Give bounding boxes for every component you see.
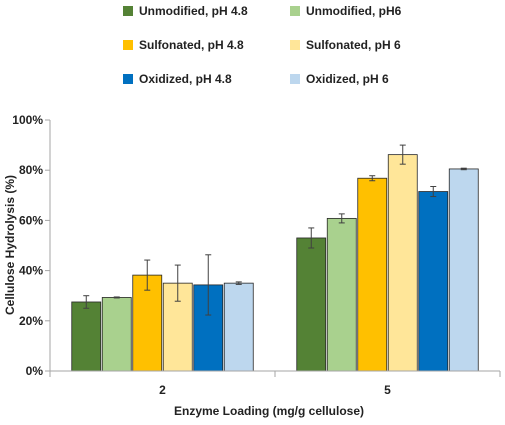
legend-label: Sulfonated, pH 6: [306, 38, 401, 52]
bar: [448, 168, 479, 372]
y-tick-label: 80%: [19, 163, 43, 177]
legend-swatch: [123, 74, 133, 84]
bars: [71, 144, 479, 372]
bar: [223, 282, 254, 372]
bar: [101, 297, 132, 372]
x-tick-label: 2: [159, 383, 166, 397]
bar: [326, 217, 357, 372]
y-tick-label: 0%: [26, 364, 44, 378]
bar: [132, 274, 163, 372]
legend-swatch: [123, 40, 133, 50]
bar: [387, 154, 418, 372]
y-axis-label: Cellulose Hydrolysis (%): [3, 175, 17, 315]
bar: [418, 191, 449, 372]
legend-swatch: [290, 6, 300, 16]
y-tick-label: 20%: [19, 314, 43, 328]
legend: Unmodified, pH 4.8 Unmodified, pH6 Sulfona…: [123, 4, 402, 86]
legend-swatch: [290, 74, 300, 84]
x-tick-label: 5: [384, 383, 391, 397]
y-tick-label: 40%: [19, 264, 43, 278]
legend-label: Oxidized, pH 4.8: [139, 72, 232, 86]
legend-swatch: [290, 40, 300, 50]
y-tick-label: 100%: [12, 113, 43, 127]
legend-label: Unmodified, pH 4.8: [139, 4, 248, 18]
legend-label: Unmodified, pH6: [306, 4, 402, 18]
y-axis: 0% 20% 40% 60% 80% 100%: [12, 113, 51, 378]
legend-label: Sulfonated, pH 4.8: [139, 38, 244, 52]
bar: [296, 237, 327, 372]
bar: [357, 177, 388, 372]
legend-label: Oxidized, pH 6: [306, 72, 389, 86]
y-tick-label: 60%: [19, 213, 43, 227]
bar: [71, 301, 102, 372]
legend-swatch: [123, 6, 133, 16]
x-axis-label: Enzyme Loading (mg/g cellulose): [174, 404, 364, 418]
